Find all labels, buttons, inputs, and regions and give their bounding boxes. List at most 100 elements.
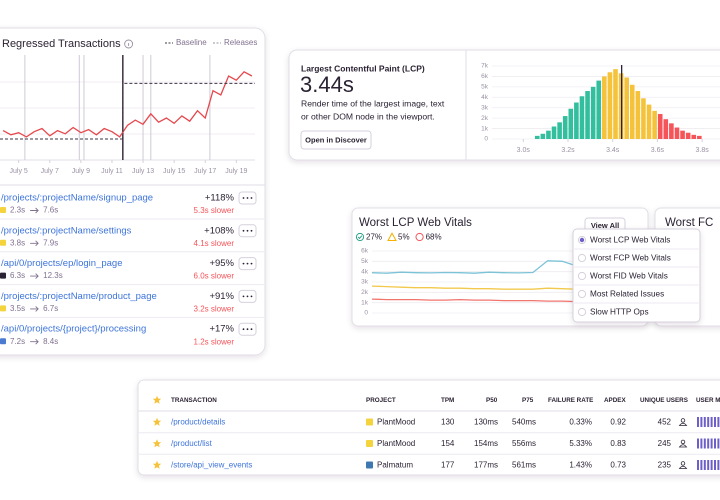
- slower-delta: 5.3s slower: [194, 206, 235, 215]
- table-cell: 0.33%: [569, 418, 592, 427]
- poor-icon: [415, 232, 424, 242]
- radio[interactable]: [577, 289, 587, 299]
- user-misery-bar: [697, 417, 699, 427]
- option-label[interactable]: Most Related Issues: [590, 290, 664, 299]
- row-menu-dot[interactable]: [242, 262, 245, 265]
- table-cell: 556ms: [512, 439, 536, 448]
- x-tick-label: July 13: [132, 168, 154, 175]
- histogram-bar: [546, 130, 551, 139]
- card-title: Worst FC: [665, 217, 713, 229]
- histogram-bar: [629, 84, 635, 139]
- star-icon[interactable]: [152, 417, 162, 426]
- discover-button[interactable]: [300, 130, 372, 150]
- card-background: [0, 27, 266, 356]
- radio[interactable]: [577, 253, 587, 263]
- histogram-bar: [685, 132, 691, 139]
- row-menu-dot[interactable]: [242, 295, 245, 298]
- transaction-link[interactable]: /projects/:projectName/signup_page: [1, 193, 153, 204]
- option-label[interactable]: Worst FID Web Vitals: [590, 272, 668, 281]
- transaction-link[interactable]: /api/0/projects/{project}/processing: [1, 324, 146, 335]
- histogram-bar: [579, 96, 585, 139]
- user-icon: [680, 418, 686, 423]
- x-tick-label: 3.0s: [517, 147, 531, 154]
- row-menu-dot[interactable]: [250, 328, 253, 331]
- star-icon[interactable]: [152, 439, 162, 448]
- user-misery-bar: [697, 438, 699, 449]
- histogram-bar: [551, 126, 557, 139]
- table-cell: 154: [441, 439, 455, 448]
- table-cell: 130ms: [474, 418, 498, 427]
- info-icon: [124, 39, 134, 49]
- y-tick-label: 4k: [481, 94, 489, 101]
- row-menu-dot[interactable]: [242, 197, 245, 199]
- row-menu-dot[interactable]: [250, 229, 253, 232]
- user-misery-bar: [703, 460, 706, 470]
- table-cell[interactable]: /store/api_view_events: [171, 461, 252, 470]
- radio[interactable]: [577, 307, 587, 317]
- table-cell[interactable]: /product/list: [171, 439, 213, 448]
- project-icon: [366, 418, 373, 426]
- duration-to: 12.3s: [43, 271, 63, 280]
- row-menu-dot[interactable]: [246, 229, 249, 232]
- star-icon[interactable]: [152, 460, 162, 469]
- y-tick-label: 5k: [361, 258, 369, 265]
- duration-from: 3.8s: [10, 238, 25, 247]
- baseline-line: [0, 82, 255, 140]
- histogram-bar: [646, 104, 652, 139]
- discover-button-label[interactable]: Open in Discover: [305, 135, 367, 144]
- histogram-bar: [669, 123, 674, 139]
- row-menu-dot[interactable]: [242, 229, 245, 232]
- table-cell: 540ms: [512, 418, 536, 427]
- user-icon: [680, 439, 686, 445]
- user-misery-bar: [714, 417, 716, 427]
- transaction-link[interactable]: /projects/:projectName/product_page: [1, 291, 157, 302]
- meh-icon: [387, 232, 397, 241]
- row-menu-dot[interactable]: [246, 328, 249, 331]
- view-all-label[interactable]: View All: [591, 221, 619, 230]
- row-menu-dot[interactable]: [250, 295, 253, 298]
- table-cell: 561ms: [512, 461, 536, 470]
- duration-from: 2.3s: [10, 206, 25, 215]
- platform-icon: [0, 305, 6, 312]
- histogram-bar: [641, 98, 646, 139]
- duration-to: 7.9s: [43, 238, 58, 247]
- duration-to: 7.6s: [43, 206, 58, 215]
- column-header: FAILURE RATE: [548, 397, 593, 404]
- histogram-bar: [613, 69, 618, 139]
- histogram-bar: [657, 113, 663, 139]
- option-label[interactable]: Slow HTTP Ops: [590, 308, 649, 317]
- platform-icon: [0, 207, 6, 213]
- x-tick-label: July 15: [163, 168, 185, 175]
- row-menu-dot[interactable]: [242, 328, 245, 331]
- dropdown: Worst LCP Web Vitals Worst FCP Web Vitals…: [572, 228, 701, 323]
- metric-value: 3.44s: [300, 72, 354, 97]
- y-tick-label: 0: [364, 310, 368, 317]
- row-menu-dot[interactable]: [246, 295, 249, 298]
- slower-delta: 1.2s slower: [194, 337, 235, 346]
- row-menu-dot[interactable]: [250, 262, 253, 265]
- option-label[interactable]: Worst FCP Web Vitals: [590, 254, 671, 263]
- radio[interactable]: [577, 271, 587, 281]
- transaction-link[interactable]: /api/0/projects/ep/login_page: [1, 258, 122, 269]
- option-label[interactable]: Worst LCP Web Vitals: [590, 236, 670, 245]
- column-header: TRANSACTION: [171, 397, 217, 404]
- arrow: [30, 273, 39, 279]
- row-menu-dot[interactable]: [246, 197, 249, 199]
- table-cell[interactable]: /product/details: [171, 418, 225, 427]
- histogram-bar: [590, 86, 596, 139]
- table-cell: 177ms: [474, 461, 498, 470]
- chart: July 5 July 7 July 9 July 11 July 13 July 15 J…: [0, 55, 255, 175]
- card-title: Regressed Transactions: [2, 38, 121, 50]
- row-menu-dot[interactable]: [250, 197, 253, 199]
- column-header: P75: [522, 397, 534, 404]
- transaction-link[interactable]: /projects/:projectName/settings: [1, 225, 132, 236]
- metric-description: or other DOM node in the viewport.: [301, 111, 435, 121]
- radio-selected[interactable]: [579, 237, 585, 243]
- histogram-bar: [680, 130, 685, 139]
- row-menu-dot[interactable]: [246, 262, 249, 265]
- y-tick-label: 7k: [481, 63, 489, 70]
- table-cell: 452: [658, 418, 672, 427]
- x-tick-label: 3.6s: [651, 147, 665, 154]
- card-background: [137, 379, 720, 476]
- star-icon[interactable]: [152, 395, 162, 404]
